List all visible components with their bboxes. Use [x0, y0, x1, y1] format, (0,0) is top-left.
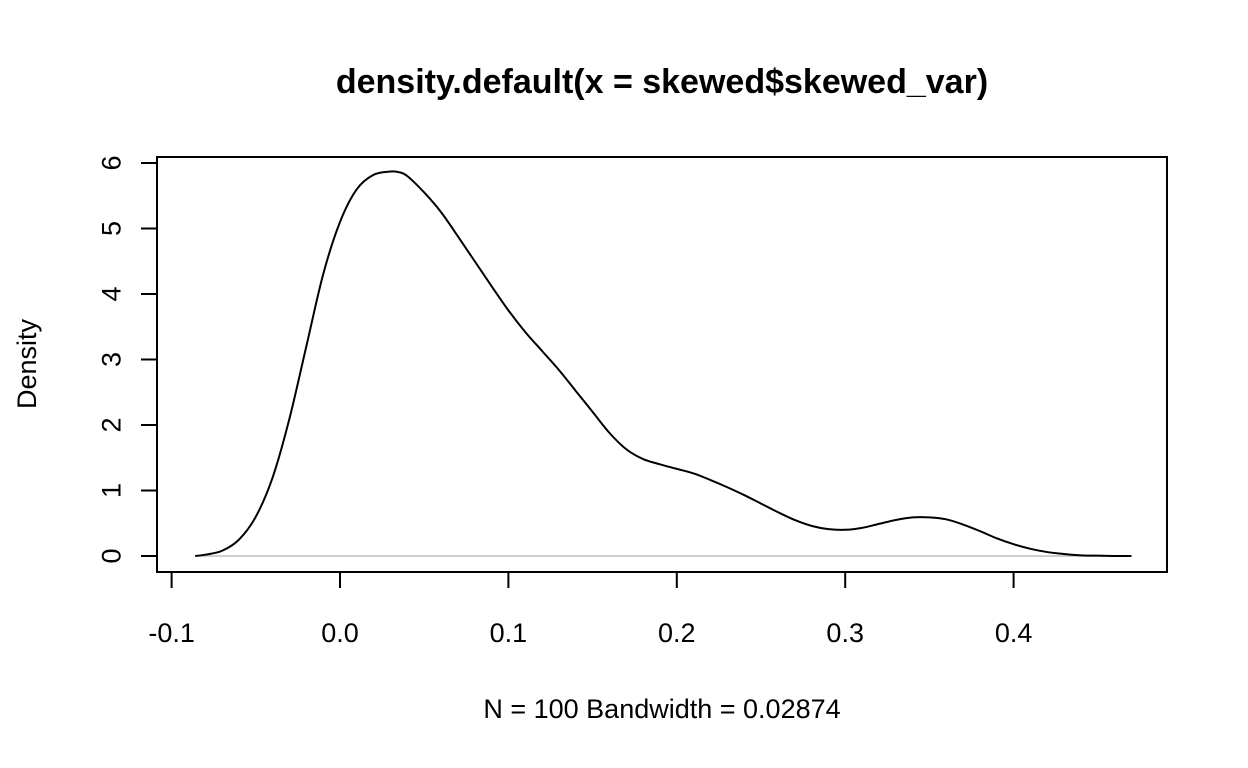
x-tick-label: 0.4 [995, 618, 1033, 648]
y-tick-label: 6 [96, 155, 126, 170]
y-axis-label: Density [12, 318, 42, 409]
x-tick-label: -0.1 [148, 618, 195, 648]
x-tick-label: 0.1 [490, 618, 528, 648]
x-tick-label: 0.3 [826, 618, 864, 648]
plot-frame [156, 156, 1168, 573]
x-tick-label: 0.2 [658, 618, 696, 648]
density-curve [195, 170, 1132, 558]
x-axis-label: N = 100 Bandwidth = 0.02874 [483, 694, 840, 724]
y-tick-label: 1 [96, 483, 126, 498]
chart-title: density.default(x = skewed$skewed_var) [336, 63, 988, 101]
x-tick-label: 0.0 [321, 618, 359, 648]
y-axis: 0 1 2 3 4 5 6 [96, 155, 158, 564]
y-tick-label: 0 [96, 548, 126, 563]
y-tick-label: 5 [96, 221, 126, 236]
y-tick-label: 3 [96, 352, 126, 367]
y-tick-label: 4 [96, 286, 126, 301]
y-tick-label: 2 [96, 417, 126, 432]
x-axis: -0.1 0.0 0.1 0.2 0.3 0.4 [148, 571, 1033, 648]
